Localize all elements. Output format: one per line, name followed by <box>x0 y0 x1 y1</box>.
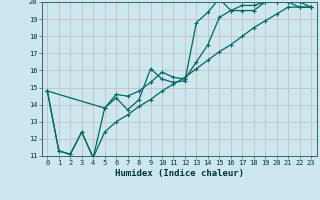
X-axis label: Humidex (Indice chaleur): Humidex (Indice chaleur) <box>115 169 244 178</box>
